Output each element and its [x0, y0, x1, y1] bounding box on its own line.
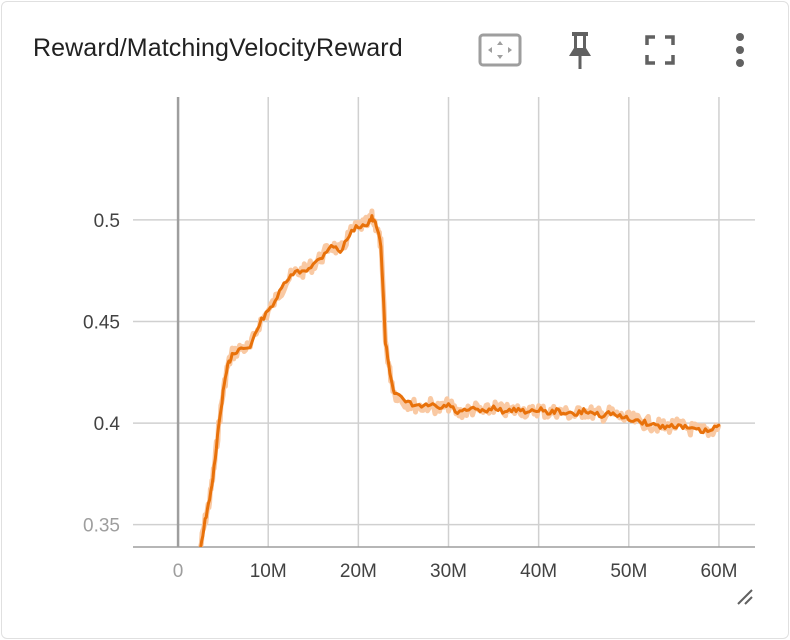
- x-tick-label: 10M: [250, 561, 287, 582]
- x-tick-label: 60M: [700, 561, 737, 582]
- y-tick-label: 0.4: [94, 414, 121, 435]
- card-title: Reward/MatchingVelocityReward: [33, 34, 403, 62]
- series-raw-band: [198, 208, 722, 547]
- more-options-button[interactable]: [715, 28, 765, 72]
- y-tick-labels: 0.35 0.4 0.45 0.5: [83, 211, 120, 537]
- more-vert-icon: [736, 33, 744, 67]
- x-tick-label: 0: [173, 561, 184, 582]
- series-line[interactable]: [199, 214, 721, 548]
- fit-domain-button[interactable]: [475, 28, 525, 72]
- y-tick-label: 0.5: [94, 211, 120, 232]
- resize-handle-icon[interactable]: [736, 588, 754, 606]
- series-band: [198, 208, 722, 547]
- axes: [133, 97, 755, 548]
- y-tick-label: 0.45: [83, 312, 120, 333]
- x-tick-labels: 0 10M 20M 30M 40M 50M 60M: [173, 561, 738, 582]
- series-layer: [199, 214, 721, 548]
- x-tick-label: 50M: [610, 561, 647, 582]
- pin-icon: [569, 32, 591, 69]
- fit-domain-icon: [478, 33, 522, 67]
- y-tick-label: 0.35: [83, 516, 120, 537]
- grid: [133, 97, 755, 547]
- fullscreen-icon: [645, 35, 675, 65]
- x-tick-label: 30M: [430, 561, 467, 582]
- pin-button[interactable]: [555, 28, 605, 72]
- x-tick-label: 20M: [340, 561, 377, 582]
- fullscreen-button[interactable]: [635, 28, 685, 72]
- x-tick-label: 40M: [520, 561, 557, 582]
